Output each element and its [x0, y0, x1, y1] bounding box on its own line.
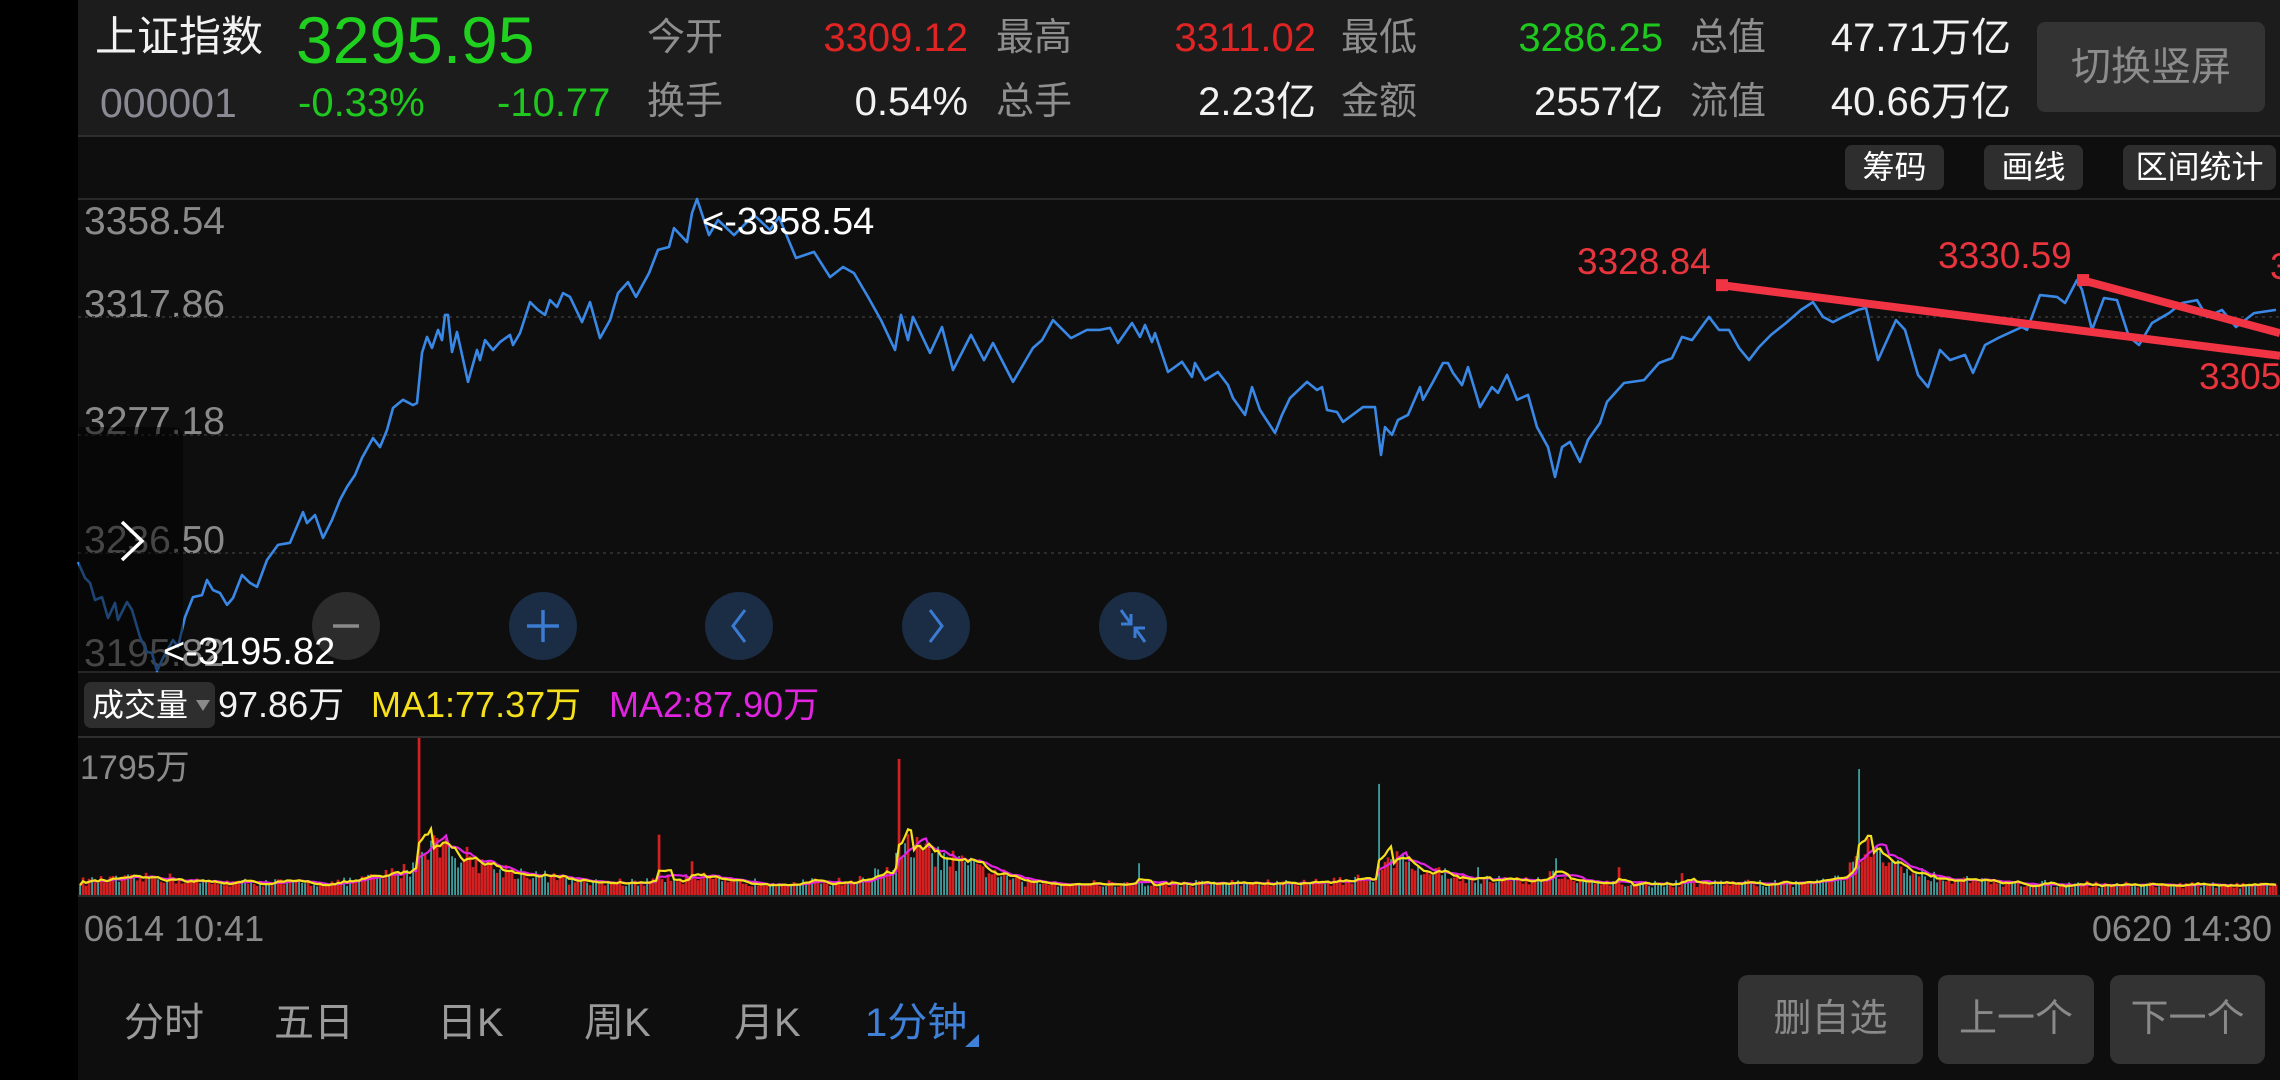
time-axis-end: 0620 14:30: [2091, 908, 2272, 949]
reset-zoom-button[interactable]: [1099, 592, 1167, 660]
stat-label-total-cap: 总值: [1690, 17, 1767, 59]
stat-label-amount: 金额: [1341, 81, 1418, 123]
tab-one-minute[interactable]: 1分钟: [865, 1001, 968, 1045]
volume-current: 97.86万: [218, 684, 345, 725]
time-axis-start: 0614 10:41: [84, 908, 265, 949]
stat-label-float-cap: 流值: [1690, 81, 1767, 123]
trend-line-label: 3328.84: [1577, 241, 1711, 282]
index-name: 上证指数: [95, 13, 264, 60]
stat-label-high: 最高: [996, 17, 1073, 59]
change-percent: -0.33%: [298, 81, 425, 125]
stat-label-total-volume: 总手: [996, 81, 1073, 123]
stat-value-low: 3286.25: [1518, 16, 1663, 60]
chevron-right-icon: [928, 609, 944, 643]
stat-value-turnover-rate: 0.54%: [854, 80, 968, 124]
stat-value-total-cap: 47.71万亿: [1830, 16, 2011, 60]
low-price-marker: <-3195.82: [163, 631, 336, 673]
stat-value-float-cap: 40.66万亿: [1830, 80, 2011, 124]
left-edge: [0, 0, 78, 1080]
stat-label-open: 今开: [647, 17, 724, 59]
change-amount: -10.77: [497, 81, 611, 125]
chips-button[interactable]: 筹码: [1845, 145, 1944, 190]
tab-weekly-k[interactable]: 周K: [584, 1001, 651, 1045]
period-dropdown-corner-icon: [965, 1034, 979, 1047]
stat-value-total-volume: 2.23亿: [1198, 80, 1316, 124]
scroll-right-button[interactable]: [902, 592, 970, 660]
volume-ma1: MA1:77.37万: [371, 684, 582, 725]
stat-value-open: 3309.12: [823, 16, 968, 60]
volume-ma2: MA2:87.90万: [609, 684, 820, 725]
last-price: 3295.95: [296, 3, 535, 77]
stat-value-high: 3311.02: [1174, 16, 1316, 60]
trend-line-label: 3: [2270, 247, 2280, 287]
collapse-icon: [1119, 609, 1147, 643]
plus-icon: [527, 610, 559, 642]
chevron-left-icon: [731, 609, 747, 643]
y-axis-label: 3317.86: [84, 283, 225, 326]
draw-line-button[interactable]: 画线: [1984, 145, 2083, 190]
high-price-marker: <-3358.54: [702, 201, 875, 243]
next-stock-button[interactable]: 下一个: [2110, 975, 2265, 1064]
y-axis-label-max: 3358.54: [84, 200, 225, 243]
volume-axis-max: 1795万: [80, 749, 190, 787]
indicator-select-label: 成交量: [92, 687, 189, 723]
index-code: 000001: [100, 80, 237, 126]
trend-line-label: 3305: [2199, 357, 2280, 397]
tab-daily-k[interactable]: 日K: [437, 1001, 504, 1045]
tab-intraday[interactable]: 分时: [124, 1001, 204, 1045]
indicator-select[interactable]: 成交量: [84, 682, 215, 728]
quote-header: [78, 0, 2280, 137]
remove-watchlist-button[interactable]: 删自选: [1738, 975, 1923, 1064]
scroll-left-button[interactable]: [705, 592, 773, 660]
range-stats-button[interactable]: 区间统计: [2123, 145, 2276, 190]
switch-portrait-button[interactable]: 切换竖屏: [2037, 22, 2265, 112]
stat-value-amount: 2557亿: [1534, 80, 1663, 124]
chart-toolbar: [78, 137, 2280, 200]
stat-label-turnover-rate: 换手: [647, 81, 724, 123]
zoom-in-button[interactable]: [509, 592, 577, 660]
trend-line-label: 3330.59: [1938, 235, 2072, 276]
tab-five-day[interactable]: 五日: [274, 1001, 354, 1045]
expand-side-panel-chevron-icon[interactable]: [116, 519, 146, 563]
dropdown-arrow-icon: [196, 700, 210, 711]
previous-stock-button[interactable]: 上一个: [1938, 975, 2094, 1064]
tab-monthly-k[interactable]: 月K: [734, 1001, 801, 1045]
stat-label-low: 最低: [1341, 17, 1418, 59]
